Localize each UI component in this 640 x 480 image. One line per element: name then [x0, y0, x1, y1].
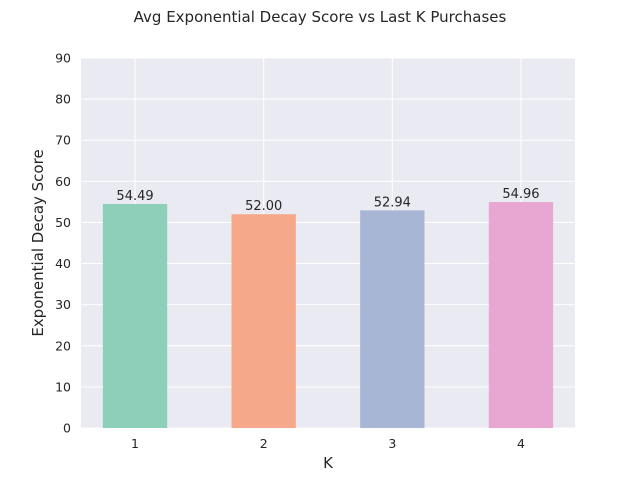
y-tick-label: 60	[55, 174, 71, 189]
y-tick-label: 80	[55, 92, 71, 107]
bar	[231, 214, 296, 428]
bar-value-label: 52.00	[245, 199, 282, 214]
plot-area: 0 10 20 30 40 50 60 70 80 90 1 2 3 4 54.49 52.00 52.94 54…	[55, 51, 575, 451]
bar	[488, 202, 554, 428]
x-axis-title: K	[323, 454, 334, 472]
x-tick-label: 1	[131, 436, 139, 451]
chart-title: Avg Exponential Decay Score vs Last K Pu…	[134, 8, 507, 26]
y-tick-label: 30	[55, 297, 71, 312]
y-tick-label: 70	[55, 133, 71, 148]
y-tick-label: 10	[55, 379, 71, 394]
x-tick-label: 3	[388, 436, 396, 451]
y-tick-label: 0	[63, 421, 71, 436]
y-tick-label: 40	[55, 256, 71, 271]
y-axis-title: Exponential Decay Score	[29, 149, 47, 336]
bar	[360, 210, 425, 428]
y-tick-label: 20	[55, 338, 71, 353]
x-tick-label: 2	[260, 436, 268, 451]
bar-value-label: 54.49	[116, 189, 153, 204]
x-tick-label: 4	[517, 436, 525, 451]
y-tick-label: 90	[55, 51, 71, 66]
bar	[102, 203, 168, 428]
y-tick-label: 50	[55, 215, 71, 230]
bar-value-label: 54.96	[502, 187, 539, 202]
bar-value-label: 52.94	[374, 195, 411, 210]
